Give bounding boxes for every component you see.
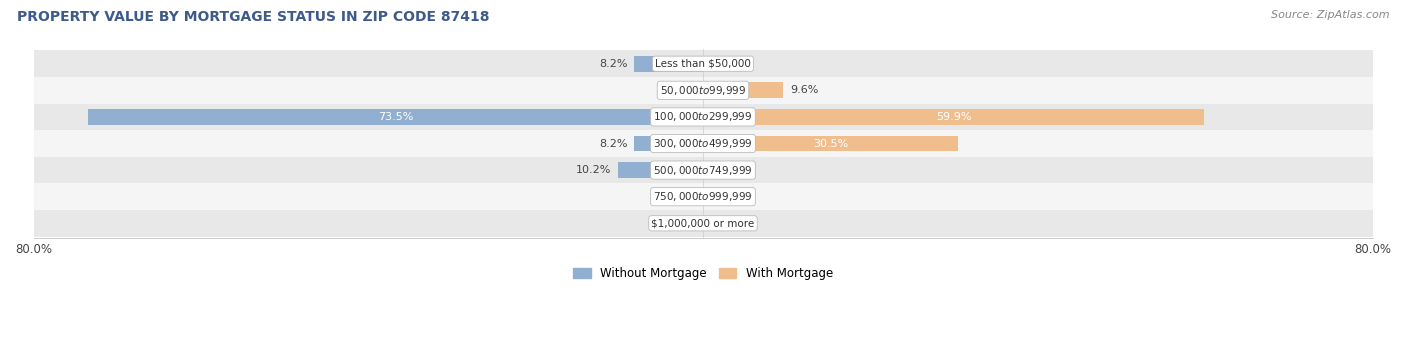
Bar (34, 50, 1372, 77)
Text: 0.0%: 0.0% (710, 165, 738, 175)
Text: $100,000 to $299,999: $100,000 to $299,999 (654, 110, 752, 123)
Bar (34, 104, 1372, 130)
Legend: Without Mortgage, With Mortgage: Without Mortgage, With Mortgage (568, 263, 838, 285)
Bar (34, 210, 1372, 237)
Bar (634, 56, 703, 72)
Text: 30.5%: 30.5% (813, 138, 848, 149)
Text: $500,000 to $749,999: $500,000 to $749,999 (654, 164, 752, 177)
Text: 0.0%: 0.0% (668, 218, 696, 228)
Text: 59.9%: 59.9% (936, 112, 972, 122)
Text: $300,000 to $499,999: $300,000 to $499,999 (654, 137, 752, 150)
Bar (703, 82, 783, 98)
Bar (89, 109, 703, 125)
Text: 0.0%: 0.0% (710, 218, 738, 228)
Text: 0.0%: 0.0% (668, 192, 696, 202)
Bar (617, 162, 703, 178)
Text: Source: ZipAtlas.com: Source: ZipAtlas.com (1271, 10, 1389, 20)
Bar (34, 77, 1372, 104)
Text: 0.0%: 0.0% (668, 85, 696, 95)
Text: Less than $50,000: Less than $50,000 (655, 59, 751, 69)
Text: 8.2%: 8.2% (599, 138, 627, 149)
Bar (703, 109, 1205, 125)
Bar (34, 130, 1372, 157)
Text: $750,000 to $999,999: $750,000 to $999,999 (654, 190, 752, 203)
Text: 8.2%: 8.2% (599, 59, 627, 69)
Text: 10.2%: 10.2% (575, 165, 612, 175)
Text: PROPERTY VALUE BY MORTGAGE STATUS IN ZIP CODE 87418: PROPERTY VALUE BY MORTGAGE STATUS IN ZIP… (17, 10, 489, 24)
Bar (703, 135, 959, 151)
Text: 73.5%: 73.5% (378, 112, 413, 122)
Text: 0.0%: 0.0% (710, 192, 738, 202)
Text: 9.6%: 9.6% (790, 85, 818, 95)
Bar (34, 183, 1372, 210)
Text: 0.0%: 0.0% (710, 59, 738, 69)
Text: $1,000,000 or more: $1,000,000 or more (651, 218, 755, 228)
Bar (634, 135, 703, 151)
Text: $50,000 to $99,999: $50,000 to $99,999 (659, 84, 747, 97)
Bar (34, 157, 1372, 183)
